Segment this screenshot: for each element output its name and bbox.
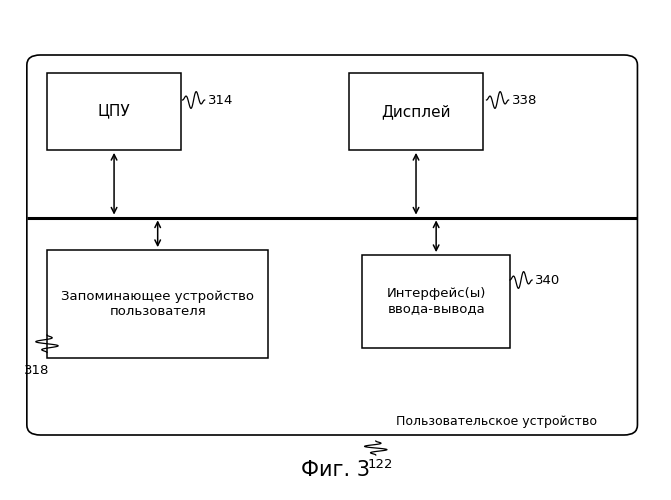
FancyBboxPatch shape <box>362 255 510 348</box>
FancyBboxPatch shape <box>47 72 181 150</box>
Text: Пользовательское устройство: Пользовательское устройство <box>396 414 597 428</box>
Text: 318: 318 <box>24 364 50 376</box>
Text: Интерфейс(ы)
ввода-вывода: Интерфейс(ы) ввода-вывода <box>386 287 486 316</box>
Text: 122: 122 <box>368 458 393 470</box>
FancyBboxPatch shape <box>349 72 483 150</box>
FancyBboxPatch shape <box>47 250 268 358</box>
Text: ЦПУ: ЦПУ <box>98 104 130 118</box>
Text: 314: 314 <box>208 94 234 106</box>
Text: Запоминающее устройство
пользователя: Запоминающее устройство пользователя <box>61 290 254 318</box>
Text: Дисплей: Дисплей <box>381 104 451 118</box>
Text: 340: 340 <box>535 274 560 286</box>
Text: 338: 338 <box>512 94 537 106</box>
Text: Фиг. 3: Фиг. 3 <box>301 460 370 480</box>
